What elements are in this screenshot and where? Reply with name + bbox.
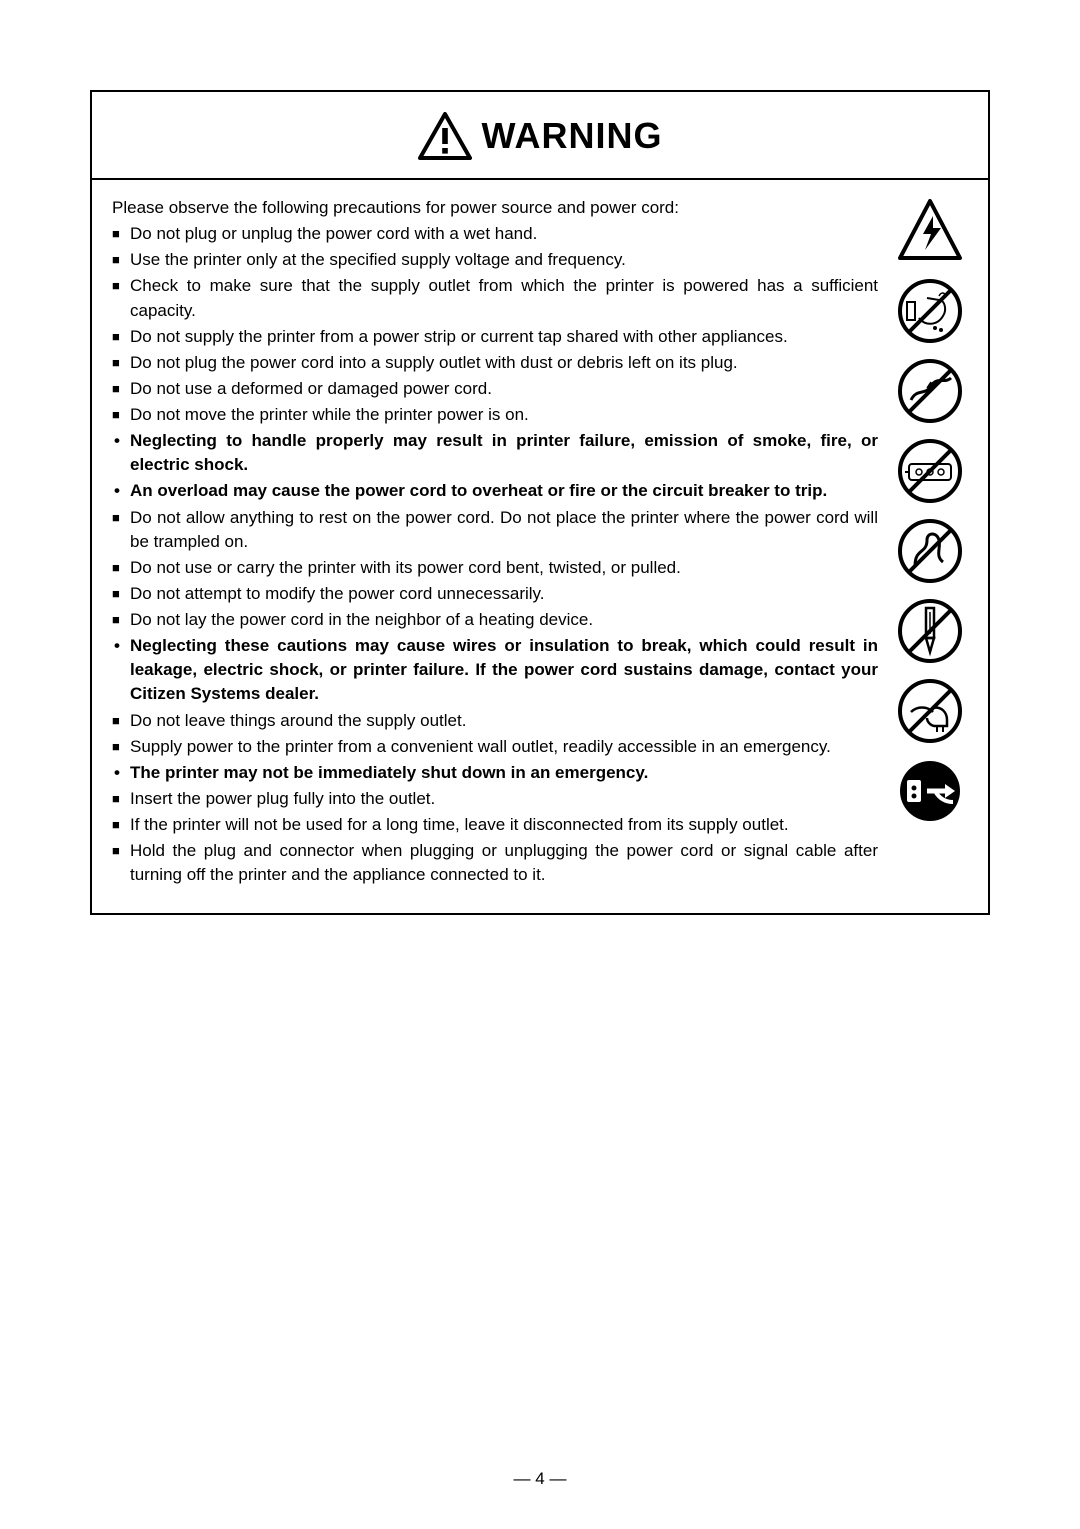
list-item: Do not lay the power cord in the neighbo… [112,608,878,632]
list-item: Use the printer only at the specified su… [112,248,878,272]
no-damaged-cord-icon [897,358,963,424]
intro-text: Please observe the following precautions… [112,196,878,220]
list-item: Check to make sure that the supply outle… [112,274,878,322]
dot-bullet-list: The printer may not be immediately shut … [112,761,878,785]
list-item: If the printer will not be used for a lo… [112,813,878,837]
list-item: Do not use or carry the printer with its… [112,556,878,580]
square-bullet-list: Insert the power plug fully into the out… [112,787,878,888]
list-item: Hold the plug and connector when pluggin… [112,839,878,887]
text-column: Please observe the following precautions… [112,196,878,889]
dot-bullet-list: Neglecting to handle properly may result… [112,429,878,503]
page: WARNING Please observe the following pre… [0,0,1080,915]
list-item: Do not use a deformed or damaged power c… [112,377,878,401]
list-item: Neglecting to handle properly may result… [112,429,878,477]
square-bullet-list: Do not leave things around the supply ou… [112,709,878,759]
warning-triangle-icon [418,112,472,160]
list-item: Neglecting these cautions may cause wire… [112,634,878,706]
list-item: Do not supply the printer from a power s… [112,325,878,349]
page-number: — 4 — [0,1469,1080,1489]
unplug-icon [897,758,963,824]
warning-box: WARNING Please observe the following pre… [90,90,990,915]
warning-header: WARNING [92,92,988,180]
list-item: Do not attempt to modify the power cord … [112,582,878,606]
square-bullet-list: Do not plug or unplug the power cord wit… [112,222,878,427]
list-item: An overload may cause the power cord to … [112,479,878,503]
list-item: Supply power to the printer from a conve… [112,735,878,759]
no-bent-cord-icon [897,518,963,584]
list-item: Do not allow anything to rest on the pow… [112,506,878,554]
warning-title: WARNING [482,115,663,157]
no-wet-hand-icon [897,278,963,344]
list-item: The printer may not be immediately shut … [112,761,878,785]
list-item: Do not move the printer while the printe… [112,403,878,427]
list-item: Do not plug the power cord into a supply… [112,351,878,375]
square-bullet-list: Do not allow anything to rest on the pow… [112,506,878,633]
list-item: Insert the power plug fully into the out… [112,787,878,811]
items-container: Do not plug or unplug the power cord wit… [112,222,878,887]
list-item: Do not leave things around the supply ou… [112,709,878,733]
list-item: Do not plug or unplug the power cord wit… [112,222,878,246]
no-modify-icon [897,598,963,664]
no-push-icon [897,678,963,744]
electric-shock-warning-icon [897,198,963,264]
icon-column [892,196,968,889]
no-powerstrip-icon [897,438,963,504]
dot-bullet-list: Neglecting these cautions may cause wire… [112,634,878,706]
content-row: Please observe the following precautions… [92,180,988,913]
